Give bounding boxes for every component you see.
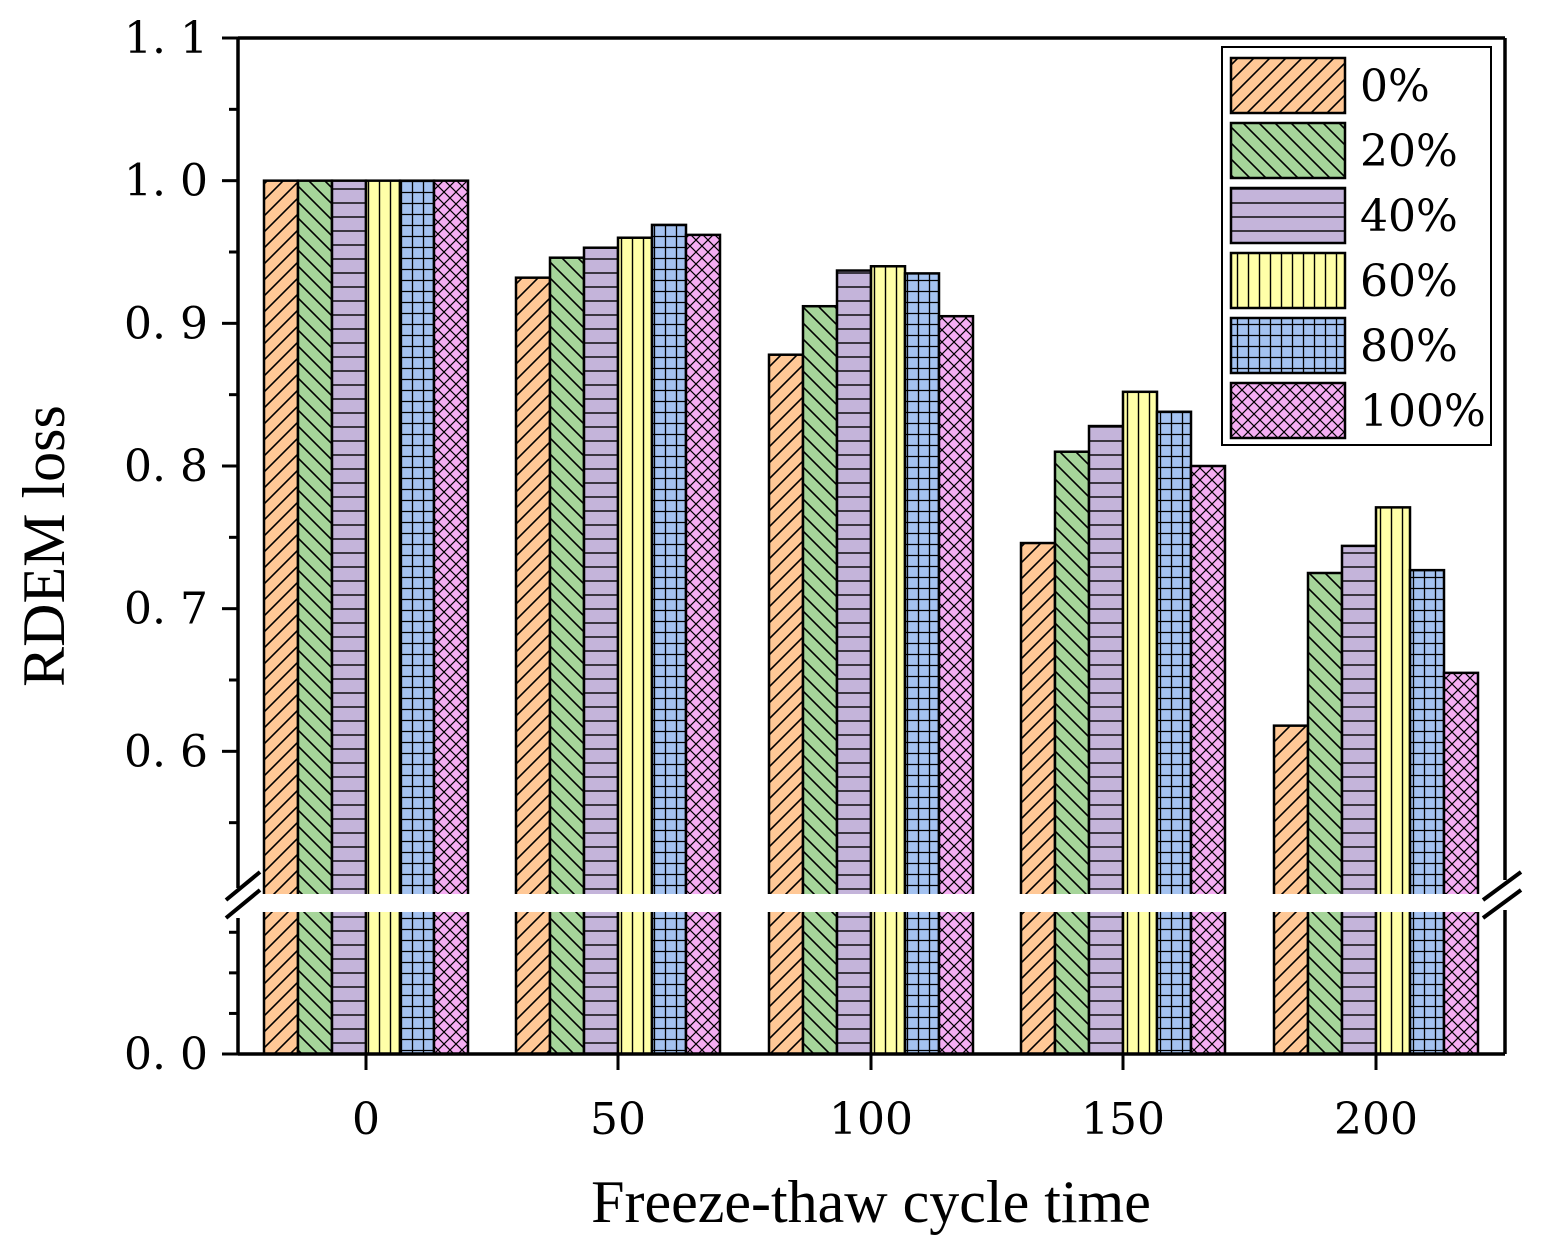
- bar-60pct-200: [1374, 506, 1412, 1056]
- legend-item-0pct: 0%: [1229, 56, 1430, 115]
- bar-60pct-50: [616, 236, 654, 1056]
- bar-100pct-200: [1442, 671, 1480, 1056]
- legend-item-60pct: 60%: [1229, 251, 1458, 310]
- x-tick-label-200: 200: [1334, 1094, 1418, 1145]
- legend: 0% 20% 40% 60% 80% 100%: [1221, 46, 1492, 446]
- x-tick-label-50: 50: [590, 1094, 646, 1145]
- axes: 0. 0 0. 6 0. 7 0. 8 0. 9 1. 0 1. 1 0 50 100 150 200…: [11, 13, 1507, 1235]
- bar-0pct-200: [1272, 724, 1310, 1056]
- bar-100pct-0: [432, 179, 470, 1056]
- axis-break: [218, 870, 1525, 920]
- bar-group-100: [767, 265, 975, 1056]
- bar-80pct-0: [398, 179, 436, 1056]
- legend-item-100pct: 100%: [1229, 381, 1486, 440]
- x-tick-label-100: 100: [829, 1094, 913, 1145]
- bar-20pct-100: [801, 304, 839, 1056]
- bar-group-0: [262, 179, 470, 1056]
- bar-60pct-150: [1121, 390, 1159, 1056]
- bar-100pct-50: [684, 233, 722, 1056]
- bar-40pct-200: [1340, 544, 1378, 1056]
- bar-group-200: [1272, 506, 1480, 1056]
- bar-20pct-150: [1053, 450, 1091, 1056]
- bar-40pct-0: [330, 179, 368, 1056]
- y-tick-label: 0. 6: [124, 726, 208, 777]
- legend-label: 60%: [1360, 256, 1458, 307]
- x-tick-label-150: 150: [1081, 1094, 1165, 1145]
- legend-swatch: [1229, 381, 1347, 440]
- y-tick-label: 0. 0: [124, 1029, 208, 1080]
- break-mark-left-upper: [224, 870, 262, 902]
- legend-swatch: [1229, 121, 1347, 180]
- legend-swatch: [1229, 316, 1347, 375]
- y-tick-label: 0. 7: [124, 584, 208, 635]
- bar-20pct-50: [548, 256, 586, 1056]
- y-tick-label: 1. 0: [124, 156, 208, 207]
- bar-20pct-200: [1306, 571, 1344, 1056]
- break-gap: [218, 894, 1525, 912]
- bar-60pct-0: [364, 179, 402, 1056]
- bar-0pct-150: [1019, 541, 1057, 1056]
- bar-80pct-150: [1155, 410, 1193, 1056]
- y-axis-title: RDEM loss: [11, 405, 77, 687]
- legend-label: 100%: [1360, 386, 1486, 437]
- bar-80pct-100: [903, 272, 941, 1056]
- bar-group-50: [514, 223, 722, 1056]
- bar-40pct-100: [835, 269, 873, 1056]
- bar-100pct-100: [937, 314, 975, 1056]
- bar-100pct-150: [1189, 464, 1227, 1056]
- bar-0pct-100: [767, 353, 805, 1056]
- break-mark-left-lower: [224, 888, 262, 920]
- break-mark-right-lower: [1481, 888, 1523, 920]
- legend-item-20pct: 20%: [1229, 121, 1458, 180]
- legend-item-80pct: 80%: [1229, 316, 1458, 375]
- y-tick-label: 0. 8: [124, 441, 208, 492]
- bar-60pct-100: [869, 265, 907, 1056]
- legend-label: 80%: [1360, 321, 1458, 372]
- bar-0pct-0: [262, 179, 300, 1056]
- bar-group-150: [1019, 390, 1227, 1056]
- bar-20pct-0: [296, 179, 334, 1056]
- x-axis-title: Freeze-thaw cycle time: [591, 1169, 1151, 1235]
- bar-80pct-50: [650, 223, 688, 1056]
- y-tick-label: 1. 1: [124, 13, 208, 64]
- bar-40pct-150: [1087, 424, 1125, 1056]
- bar-0pct-50: [514, 276, 552, 1056]
- bar-80pct-200: [1408, 568, 1446, 1056]
- x-tick-label-0: 0: [352, 1094, 380, 1145]
- legend-swatch: [1229, 186, 1347, 245]
- legend-swatch: [1229, 56, 1347, 115]
- bar-40pct-50: [582, 246, 620, 1056]
- legend-item-40pct: 40%: [1229, 186, 1458, 245]
- break-mark-right-upper: [1481, 870, 1523, 902]
- legend-label: 20%: [1360, 126, 1458, 177]
- legend-label: 40%: [1360, 191, 1458, 242]
- y-tick-label: 0. 9: [124, 298, 208, 349]
- legend-swatch: [1229, 251, 1347, 310]
- legend-label: 0%: [1360, 61, 1430, 112]
